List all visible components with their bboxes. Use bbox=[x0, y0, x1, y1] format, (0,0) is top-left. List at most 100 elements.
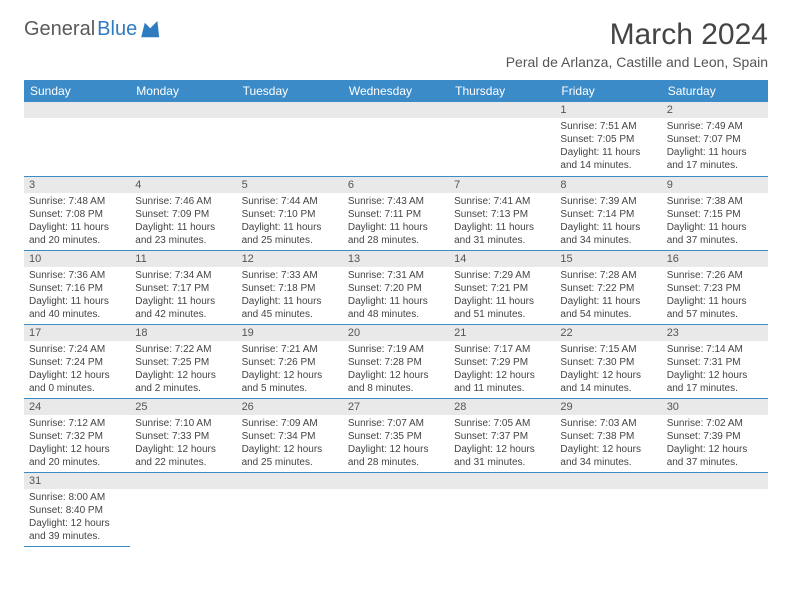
weekday-header: Friday bbox=[555, 80, 661, 102]
day-number-empty bbox=[449, 473, 555, 489]
day-details: Sunrise: 7:48 AMSunset: 7:08 PMDaylight:… bbox=[24, 193, 130, 249]
logo-text-general: General bbox=[24, 18, 95, 41]
day-details: Sunrise: 7:03 AMSunset: 7:38 PMDaylight:… bbox=[555, 415, 661, 471]
day-details: Sunrise: 7:17 AMSunset: 7:29 PMDaylight:… bbox=[449, 341, 555, 397]
calendar-cell bbox=[237, 472, 343, 546]
day-details: Sunrise: 7:24 AMSunset: 7:24 PMDaylight:… bbox=[24, 341, 130, 397]
day-number-empty bbox=[449, 102, 555, 118]
day-number: 16 bbox=[662, 251, 768, 267]
weekday-header: Monday bbox=[130, 80, 236, 102]
weekday-header: Saturday bbox=[662, 80, 768, 102]
calendar-cell: 19Sunrise: 7:21 AMSunset: 7:26 PMDayligh… bbox=[237, 324, 343, 398]
day-number-empty bbox=[237, 473, 343, 489]
calendar-cell bbox=[237, 102, 343, 176]
day-number: 1 bbox=[555, 102, 661, 118]
calendar-cell: 2Sunrise: 7:49 AMSunset: 7:07 PMDaylight… bbox=[662, 102, 768, 176]
calendar-cell: 25Sunrise: 7:10 AMSunset: 7:33 PMDayligh… bbox=[130, 398, 236, 472]
day-number: 26 bbox=[237, 399, 343, 415]
weekday-header: Sunday bbox=[24, 80, 130, 102]
calendar-cell: 29Sunrise: 7:03 AMSunset: 7:38 PMDayligh… bbox=[555, 398, 661, 472]
day-details: Sunrise: 7:26 AMSunset: 7:23 PMDaylight:… bbox=[662, 267, 768, 323]
calendar-table: SundayMondayTuesdayWednesdayThursdayFrid… bbox=[24, 80, 768, 547]
weekday-header: Wednesday bbox=[343, 80, 449, 102]
day-number: 18 bbox=[130, 325, 236, 341]
day-number: 15 bbox=[555, 251, 661, 267]
day-details: Sunrise: 7:14 AMSunset: 7:31 PMDaylight:… bbox=[662, 341, 768, 397]
day-details: Sunrise: 7:36 AMSunset: 7:16 PMDaylight:… bbox=[24, 267, 130, 323]
day-details: Sunrise: 7:10 AMSunset: 7:33 PMDaylight:… bbox=[130, 415, 236, 471]
day-number: 8 bbox=[555, 177, 661, 193]
day-number: 13 bbox=[343, 251, 449, 267]
day-number-empty bbox=[130, 473, 236, 489]
calendar-cell: 13Sunrise: 7:31 AMSunset: 7:20 PMDayligh… bbox=[343, 250, 449, 324]
day-number: 24 bbox=[24, 399, 130, 415]
day-details: Sunrise: 7:28 AMSunset: 7:22 PMDaylight:… bbox=[555, 267, 661, 323]
calendar-cell: 14Sunrise: 7:29 AMSunset: 7:21 PMDayligh… bbox=[449, 250, 555, 324]
calendar-row: 24Sunrise: 7:12 AMSunset: 7:32 PMDayligh… bbox=[24, 398, 768, 472]
day-number: 25 bbox=[130, 399, 236, 415]
day-details: Sunrise: 7:21 AMSunset: 7:26 PMDaylight:… bbox=[237, 341, 343, 397]
day-details: Sunrise: 7:43 AMSunset: 7:11 PMDaylight:… bbox=[343, 193, 449, 249]
calendar-cell: 9Sunrise: 7:38 AMSunset: 7:15 PMDaylight… bbox=[662, 176, 768, 250]
calendar-cell: 26Sunrise: 7:09 AMSunset: 7:34 PMDayligh… bbox=[237, 398, 343, 472]
calendar-row: 10Sunrise: 7:36 AMSunset: 7:16 PMDayligh… bbox=[24, 250, 768, 324]
logo-text-blue: Blue bbox=[97, 18, 137, 41]
day-number: 22 bbox=[555, 325, 661, 341]
day-details: Sunrise: 7:34 AMSunset: 7:17 PMDaylight:… bbox=[130, 267, 236, 323]
day-details: Sunrise: 7:49 AMSunset: 7:07 PMDaylight:… bbox=[662, 118, 768, 174]
calendar-cell: 27Sunrise: 7:07 AMSunset: 7:35 PMDayligh… bbox=[343, 398, 449, 472]
calendar-cell: 31Sunrise: 8:00 AMSunset: 8:40 PMDayligh… bbox=[24, 472, 130, 546]
day-number: 19 bbox=[237, 325, 343, 341]
day-number: 3 bbox=[24, 177, 130, 193]
calendar-cell: 10Sunrise: 7:36 AMSunset: 7:16 PMDayligh… bbox=[24, 250, 130, 324]
day-number: 23 bbox=[662, 325, 768, 341]
day-details: Sunrise: 8:00 AMSunset: 8:40 PMDaylight:… bbox=[24, 489, 130, 545]
day-details: Sunrise: 7:15 AMSunset: 7:30 PMDaylight:… bbox=[555, 341, 661, 397]
weekday-header: Thursday bbox=[449, 80, 555, 102]
calendar-row: 31Sunrise: 8:00 AMSunset: 8:40 PMDayligh… bbox=[24, 472, 768, 546]
calendar-cell: 21Sunrise: 7:17 AMSunset: 7:29 PMDayligh… bbox=[449, 324, 555, 398]
day-details: Sunrise: 7:41 AMSunset: 7:13 PMDaylight:… bbox=[449, 193, 555, 249]
day-details: Sunrise: 7:09 AMSunset: 7:34 PMDaylight:… bbox=[237, 415, 343, 471]
day-number: 4 bbox=[130, 177, 236, 193]
calendar-row: 3Sunrise: 7:48 AMSunset: 7:08 PMDaylight… bbox=[24, 176, 768, 250]
day-number: 5 bbox=[237, 177, 343, 193]
calendar-cell: 7Sunrise: 7:41 AMSunset: 7:13 PMDaylight… bbox=[449, 176, 555, 250]
calendar-cell: 28Sunrise: 7:05 AMSunset: 7:37 PMDayligh… bbox=[449, 398, 555, 472]
calendar-cell bbox=[24, 102, 130, 176]
calendar-cell: 30Sunrise: 7:02 AMSunset: 7:39 PMDayligh… bbox=[662, 398, 768, 472]
weekday-header: Tuesday bbox=[237, 80, 343, 102]
calendar-cell: 12Sunrise: 7:33 AMSunset: 7:18 PMDayligh… bbox=[237, 250, 343, 324]
day-details: Sunrise: 7:05 AMSunset: 7:37 PMDaylight:… bbox=[449, 415, 555, 471]
day-details: Sunrise: 7:39 AMSunset: 7:14 PMDaylight:… bbox=[555, 193, 661, 249]
day-number-empty bbox=[343, 473, 449, 489]
day-number: 27 bbox=[343, 399, 449, 415]
calendar-cell: 5Sunrise: 7:44 AMSunset: 7:10 PMDaylight… bbox=[237, 176, 343, 250]
calendar-cell: 11Sunrise: 7:34 AMSunset: 7:17 PMDayligh… bbox=[130, 250, 236, 324]
day-number: 31 bbox=[24, 473, 130, 489]
calendar-cell bbox=[449, 102, 555, 176]
day-number: 17 bbox=[24, 325, 130, 341]
day-number-empty bbox=[24, 102, 130, 118]
day-number: 29 bbox=[555, 399, 661, 415]
calendar-cell: 6Sunrise: 7:43 AMSunset: 7:11 PMDaylight… bbox=[343, 176, 449, 250]
day-details: Sunrise: 7:12 AMSunset: 7:32 PMDaylight:… bbox=[24, 415, 130, 471]
location-subtitle: Peral de Arlanza, Castille and Leon, Spa… bbox=[506, 54, 768, 70]
day-number: 7 bbox=[449, 177, 555, 193]
day-number: 2 bbox=[662, 102, 768, 118]
logo: GeneralBlue bbox=[24, 18, 163, 41]
day-number: 28 bbox=[449, 399, 555, 415]
day-details: Sunrise: 7:38 AMSunset: 7:15 PMDaylight:… bbox=[662, 193, 768, 249]
calendar-cell: 24Sunrise: 7:12 AMSunset: 7:32 PMDayligh… bbox=[24, 398, 130, 472]
day-details: Sunrise: 7:31 AMSunset: 7:20 PMDaylight:… bbox=[343, 267, 449, 323]
calendar-body: 1Sunrise: 7:51 AMSunset: 7:05 PMDaylight… bbox=[24, 102, 768, 546]
calendar-cell: 15Sunrise: 7:28 AMSunset: 7:22 PMDayligh… bbox=[555, 250, 661, 324]
calendar-cell bbox=[343, 472, 449, 546]
calendar-cell bbox=[343, 102, 449, 176]
calendar-cell: 1Sunrise: 7:51 AMSunset: 7:05 PMDaylight… bbox=[555, 102, 661, 176]
calendar-cell bbox=[555, 472, 661, 546]
calendar-cell: 18Sunrise: 7:22 AMSunset: 7:25 PMDayligh… bbox=[130, 324, 236, 398]
calendar-cell: 23Sunrise: 7:14 AMSunset: 7:31 PMDayligh… bbox=[662, 324, 768, 398]
day-details: Sunrise: 7:19 AMSunset: 7:28 PMDaylight:… bbox=[343, 341, 449, 397]
day-details: Sunrise: 7:33 AMSunset: 7:18 PMDaylight:… bbox=[237, 267, 343, 323]
